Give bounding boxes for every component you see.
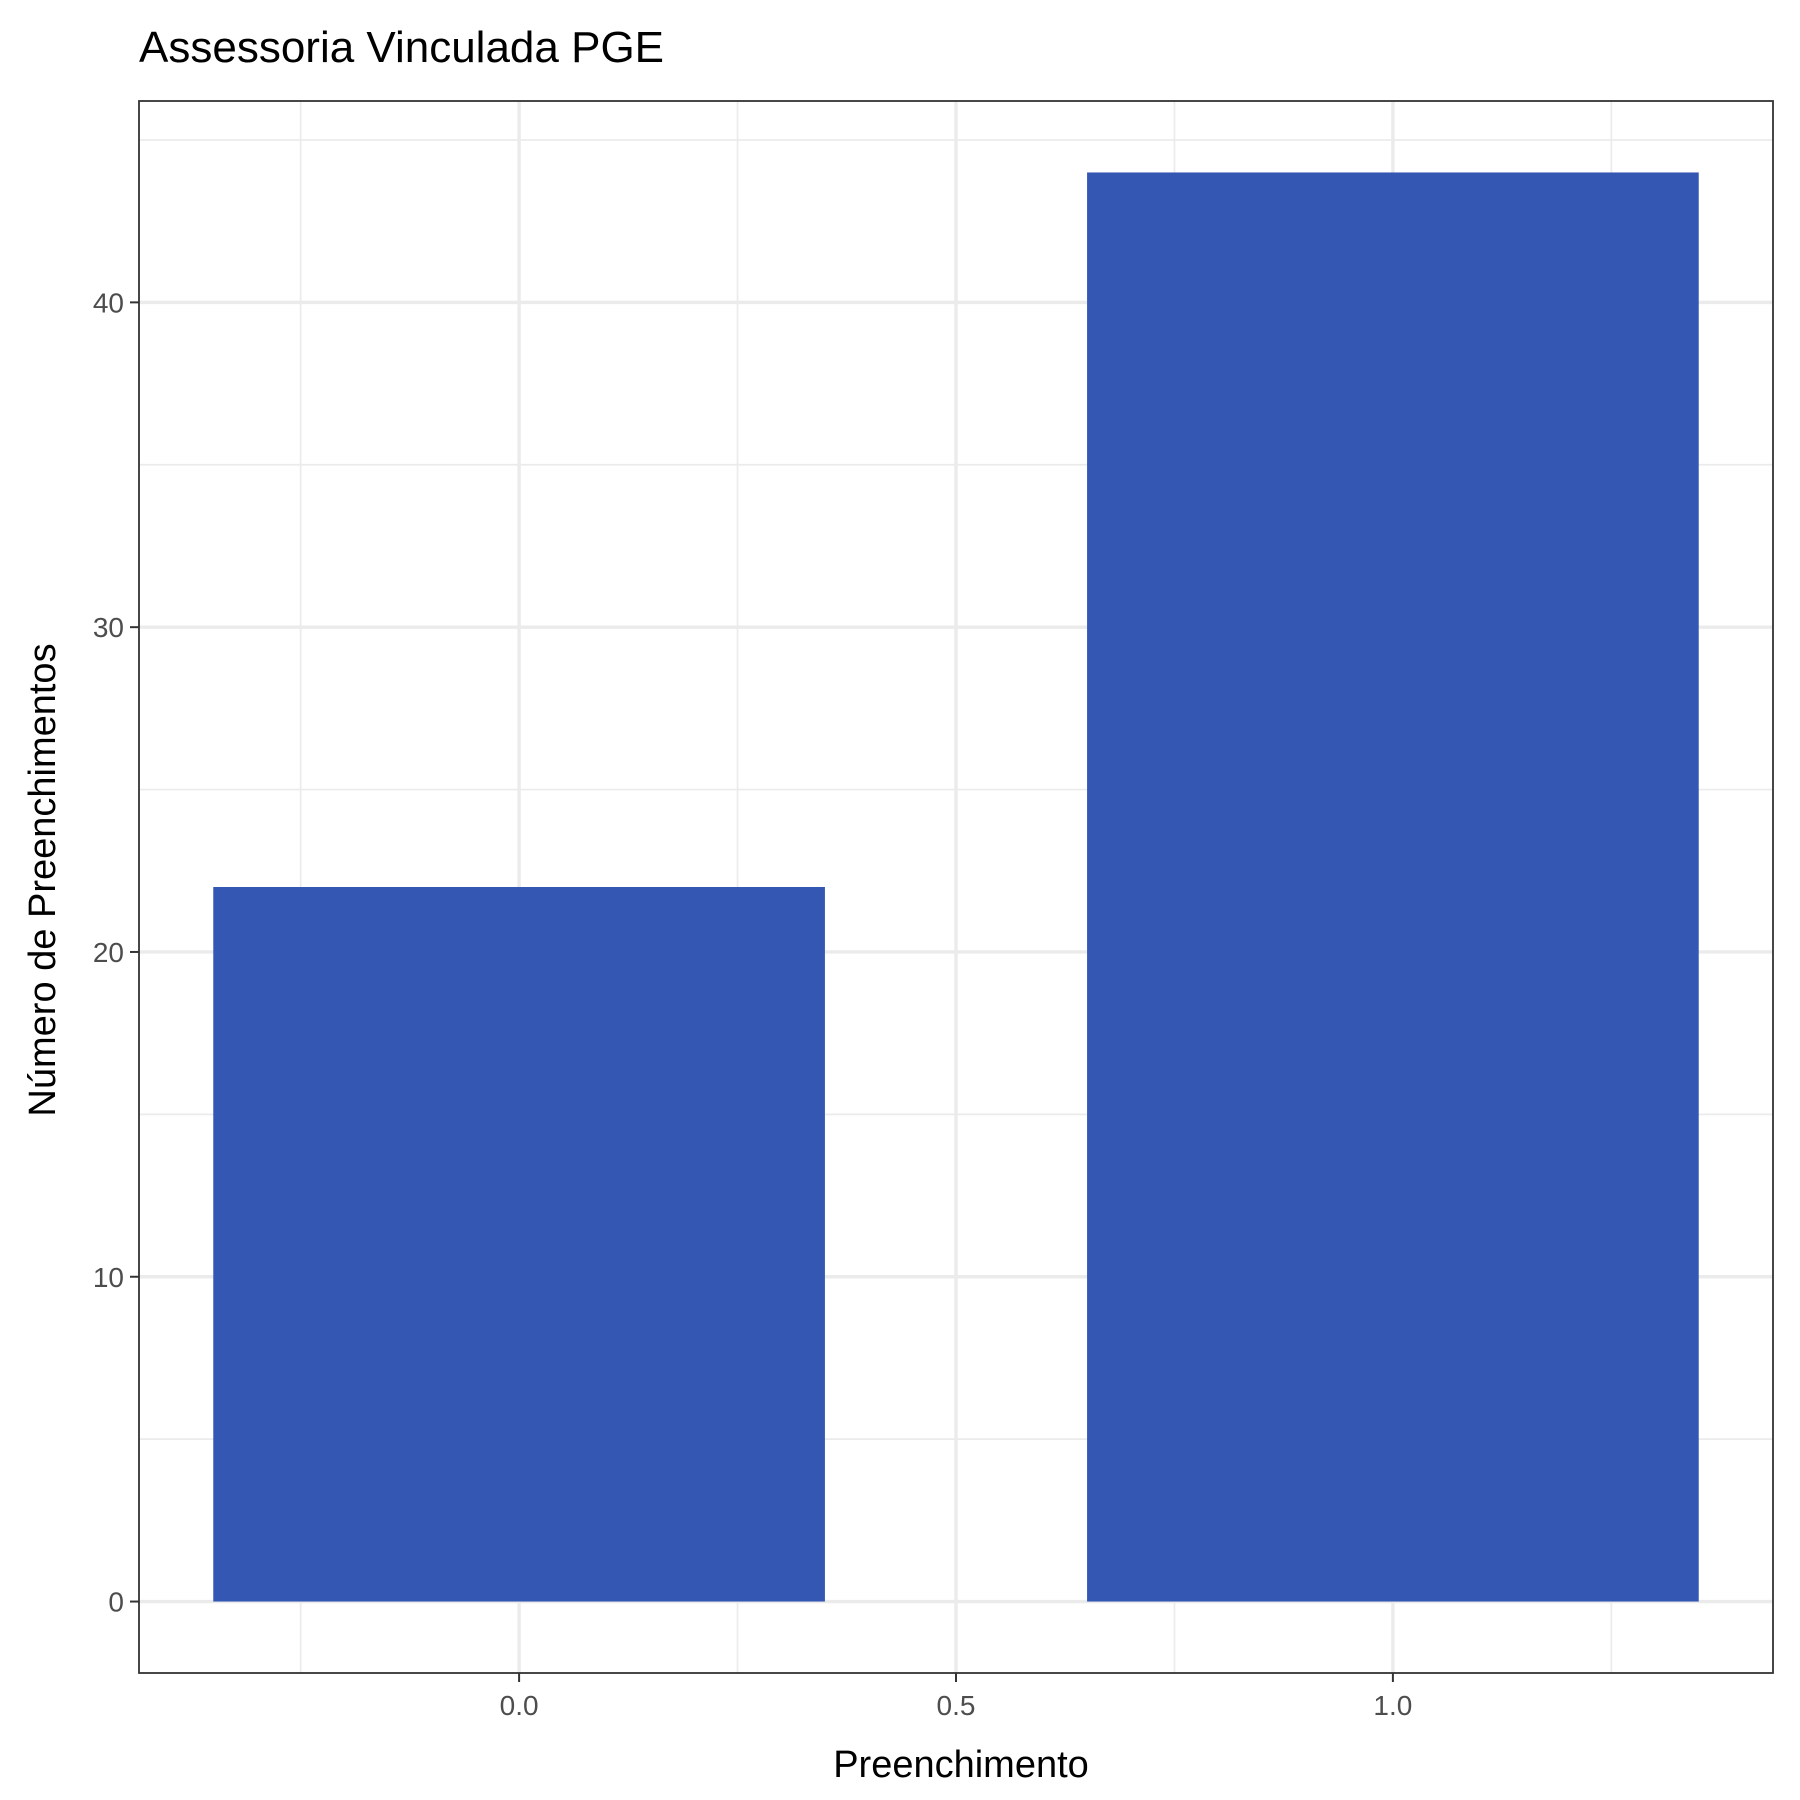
chart-title: Assessoria Vinculada PGE — [139, 23, 664, 72]
y-tick-label: 20 — [93, 937, 124, 968]
y-tick-label: 40 — [93, 287, 124, 318]
x-axis-title: Preenchimento — [833, 1744, 1089, 1786]
x-tick-label: 0.5 — [937, 1690, 976, 1721]
y-tick-label: 30 — [93, 612, 124, 643]
x-tick-label: 1.0 — [1373, 1690, 1412, 1721]
y-axis-title: Número de Preenchimentos — [22, 643, 64, 1116]
bar-1 — [1087, 172, 1699, 1602]
y-tick-label: 0 — [108, 1587, 124, 1618]
y-tick-label: 10 — [93, 1262, 124, 1293]
bar-0 — [213, 887, 825, 1602]
x-tick-label: 0.0 — [500, 1690, 539, 1721]
plot-area: 0.0 0.5 1.0 0 10 20 30 40 — [93, 100, 1774, 1721]
